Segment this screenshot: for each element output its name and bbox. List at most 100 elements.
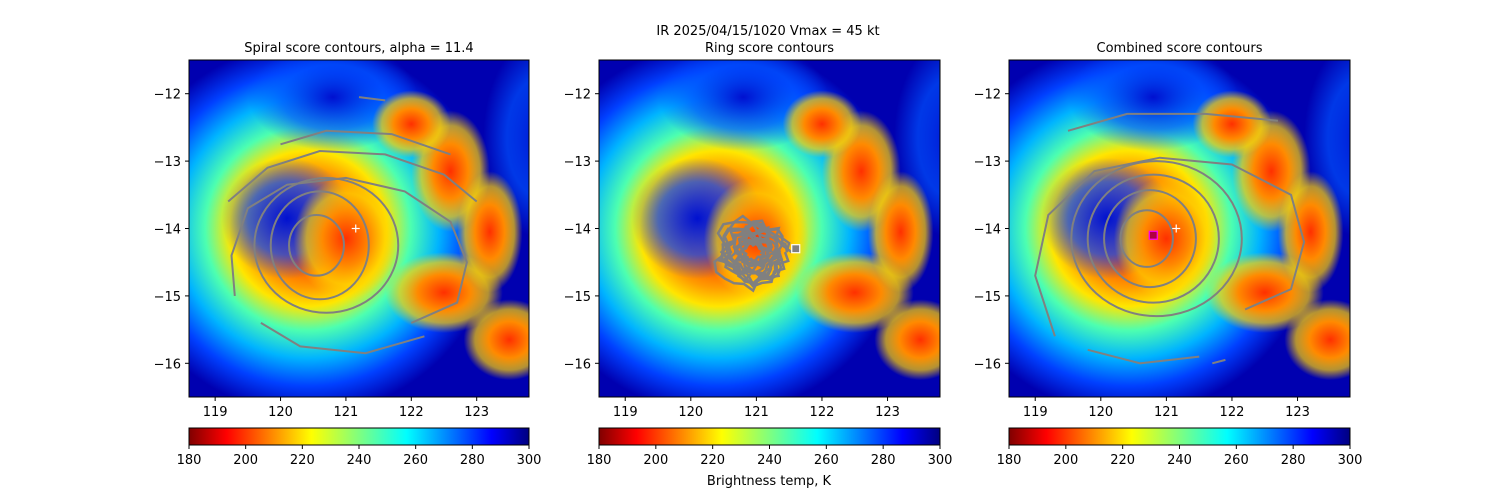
x-tick-label: 119 — [613, 405, 638, 420]
ring-score-panel: Ring score contours 119 120 121 122 123 −12 −13… — [564, 41, 953, 468]
warm-region — [874, 299, 940, 381]
contour-line — [253, 176, 400, 314]
colorbar-tick-label: 200 — [643, 453, 668, 468]
colorbar-tick-label: 280 — [460, 453, 485, 468]
contour-line — [1212, 358, 1226, 365]
colorbar-tick-label: 300 — [1338, 453, 1363, 468]
contour-line — [280, 129, 451, 156]
contour-line — [713, 220, 790, 293]
x-tick-label: 123 — [464, 405, 489, 420]
x-tick-label: 120 — [678, 405, 703, 420]
y-tick-label: −15 — [974, 290, 1001, 305]
contour-line — [288, 214, 345, 277]
x-tick-label: 122 — [399, 405, 424, 420]
panel-title: Combined score contours — [1097, 41, 1263, 56]
y-tick-label: −15 — [564, 290, 591, 305]
warm-region — [1277, 171, 1344, 293]
contour-line — [1034, 156, 1306, 337]
brightness-heatmap — [599, 60, 940, 397]
warm-region — [1192, 90, 1272, 158]
colorbar — [1008, 427, 1351, 446]
contour-line — [727, 222, 784, 282]
center-plus-marker — [351, 224, 360, 233]
warm-region — [867, 171, 934, 293]
ring-center-marker — [791, 244, 801, 254]
spiral-score-panel: Spiral score contours, alpha = 11.4 119 12… — [154, 41, 542, 468]
y-tick-label: −12 — [154, 88, 181, 103]
colorbar — [188, 427, 530, 446]
center-plus-marker — [1172, 224, 1181, 233]
warm-region — [1113, 177, 1219, 300]
x-tick-label: 123 — [875, 405, 900, 420]
contour-line — [269, 190, 370, 301]
contour-line — [1087, 348, 1200, 365]
colorbar-tick-label: 300 — [517, 453, 542, 468]
warm-region — [782, 90, 862, 158]
brightness-heatmap — [189, 60, 529, 397]
x-tick-label: 120 — [268, 405, 293, 420]
combined-score-panel: Combined score contours 119 120 121 122 123 −1… — [974, 41, 1363, 468]
colorbar-tick-label: 240 — [757, 453, 782, 468]
warm-region — [1284, 299, 1350, 381]
colorbar-tick-label: 300 — [928, 453, 953, 468]
x-tick-label: 123 — [1285, 405, 1310, 420]
score-contours — [227, 96, 478, 355]
y-tick-label: −12 — [974, 88, 1001, 103]
combined-center-marker — [1148, 230, 1158, 240]
y-tick-label: −12 — [564, 88, 591, 103]
colorbar-tick-label: 180 — [587, 453, 612, 468]
warm-region — [457, 171, 523, 293]
colorbar-tick-label: 280 — [1281, 453, 1306, 468]
score-contours — [1034, 112, 1306, 365]
y-tick-label: −16 — [564, 357, 591, 372]
score-contours — [713, 214, 793, 293]
contour-line — [1067, 112, 1278, 132]
colorbar-tick-label: 240 — [347, 453, 372, 468]
warm-region — [463, 299, 529, 381]
colorbar-tick-label: 220 — [700, 453, 725, 468]
panel-title: Spiral score contours, alpha = 11.4 — [244, 41, 473, 56]
colorbar-tick-label: 280 — [871, 453, 896, 468]
contour-line — [260, 322, 425, 355]
contour-line — [1119, 209, 1174, 268]
y-tick-label: −14 — [154, 223, 181, 238]
x-tick-label: 120 — [1088, 405, 1113, 420]
brightness-heatmap — [1009, 60, 1350, 397]
panel-title: Ring score contours — [705, 41, 834, 56]
colorbar-tick-label: 260 — [814, 453, 839, 468]
colorbar-tick-label: 200 — [1053, 453, 1078, 468]
contour-line — [227, 149, 478, 203]
contour-line — [1070, 160, 1243, 318]
colorbar-tick-label: 180 — [177, 453, 202, 468]
x-tick-label: 119 — [1023, 405, 1048, 420]
y-tick-label: −14 — [564, 223, 591, 238]
contour-line — [358, 96, 386, 102]
colorbar-label: Brightness temp, K — [707, 474, 832, 489]
x-tick-label: 121 — [1154, 405, 1179, 420]
colorbar-tick-label: 260 — [403, 453, 428, 468]
contour-line — [731, 233, 774, 272]
x-tick-label: 122 — [810, 405, 835, 420]
contour-line — [1086, 173, 1220, 304]
colorbar-tick-label: 180 — [997, 453, 1022, 468]
x-tick-label: 122 — [1220, 405, 1245, 420]
warm-region — [293, 177, 399, 300]
y-tick-label: −15 — [154, 290, 181, 305]
y-tick-label: −16 — [154, 357, 181, 372]
y-tick-label: −16 — [974, 357, 1001, 372]
x-tick-label: 121 — [744, 405, 769, 420]
y-tick-label: −14 — [974, 223, 1001, 238]
warm-region — [372, 90, 451, 158]
colorbar-tick-label: 220 — [1110, 453, 1135, 468]
contour-line — [1103, 189, 1197, 289]
contour-line — [230, 176, 468, 324]
colorbar-tick-label: 260 — [1224, 453, 1249, 468]
y-tick-label: −13 — [564, 155, 591, 170]
colorbar-tick-label: 200 — [233, 453, 258, 468]
suptitle: IR 2025/04/15/1020 Vmax = 45 kt — [656, 24, 879, 39]
colorbar-tick-label: 220 — [290, 453, 315, 468]
contour-line — [719, 214, 793, 285]
colorbar-tick-label: 240 — [1167, 453, 1192, 468]
x-tick-label: 121 — [334, 405, 359, 420]
